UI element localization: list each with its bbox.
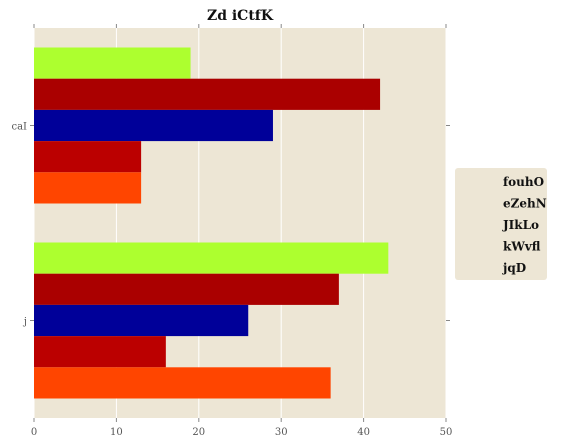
legend-entry-JIkLo: JIkLo — [502, 218, 539, 232]
x-tick-label: 20 — [192, 427, 205, 438]
legend-entry-fouhO: fouhO — [503, 175, 544, 189]
y-tick-label: j — [23, 317, 27, 328]
bar-fouhO-j — [34, 242, 389, 274]
legend-box — [455, 168, 547, 280]
bar-kWvfl-j — [34, 336, 166, 368]
legend-entry-eZehN: eZehN — [503, 197, 547, 211]
bars — [34, 47, 389, 399]
legend-entry-kWvfl: kWvfl — [503, 240, 541, 254]
x-tick-label: 30 — [275, 427, 288, 438]
bar-fouhO-caI — [34, 47, 191, 79]
bar-JIkLo-j — [34, 304, 249, 337]
legend-entry-jqD: jqD — [502, 261, 526, 275]
bar-jqD-caI — [34, 172, 142, 204]
bar-eZehN-caI — [34, 78, 381, 110]
bar-JIkLo-caI — [34, 109, 273, 142]
bar-eZehN-j — [34, 273, 339, 305]
y-tick-label: caI — [11, 122, 27, 133]
x-tick-label: 50 — [440, 427, 453, 438]
bar-kWvfl-caI — [34, 141, 142, 173]
bar-jqD-j — [34, 367, 331, 399]
x-tick-label: 40 — [357, 427, 370, 438]
x-tick-label: 10 — [110, 427, 123, 438]
chart-title: Zd iCtfK — [207, 8, 274, 24]
axes: 0 10 20 30 40 50 caI j — [11, 24, 452, 438]
x-tick-label: 0 — [31, 427, 37, 438]
legend: fouhO eZehN JIkLo kWvfl jqD — [455, 168, 547, 280]
